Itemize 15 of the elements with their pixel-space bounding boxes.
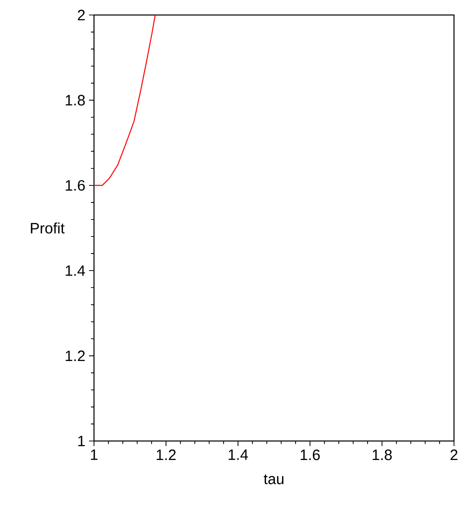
y-axis-title: Profit (30, 222, 65, 234)
x-tick-label: 1.8 (372, 450, 392, 460)
x-axis-title: tau (264, 474, 284, 484)
y-tick-label: 2 (78, 10, 85, 20)
x-tick-label: 2 (450, 450, 458, 460)
y-tick-label: 1.6 (66, 180, 85, 191)
y-tick-label: 1 (78, 436, 85, 446)
x-tick-label: 1.4 (228, 450, 248, 460)
y-tick-label: 1.8 (66, 94, 85, 106)
y-tick-label: 1.2 (66, 350, 85, 362)
x-tick-label: 1 (90, 450, 98, 460)
x-tick-label: 1.2 (156, 450, 176, 460)
line-series (94, 15, 156, 186)
y-tick-label: 1.4 (66, 265, 86, 276)
x-tick-label: 1.6 (300, 450, 320, 460)
